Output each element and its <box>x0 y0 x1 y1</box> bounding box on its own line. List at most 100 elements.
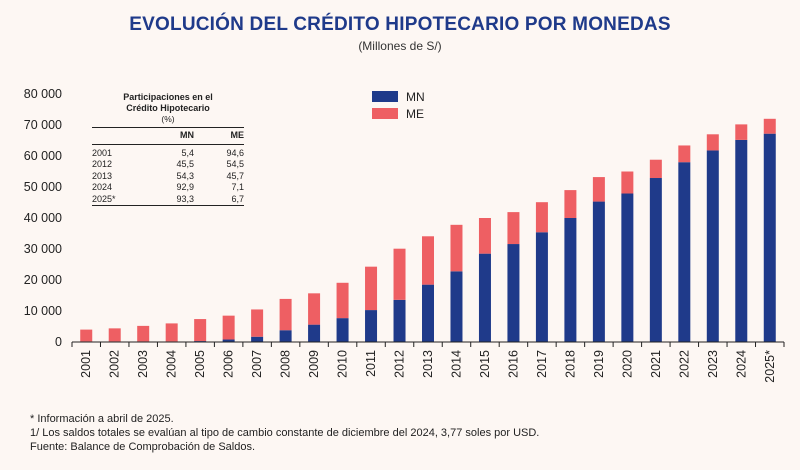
x-tick-label: 2016 <box>506 350 520 378</box>
bar-mn <box>336 318 349 342</box>
x-tick-label: 2014 <box>449 350 463 378</box>
x-tick-label: 2005 <box>193 350 207 378</box>
x-tick-label: 2010 <box>336 350 350 378</box>
participation-table: Participaciones en el Crédito Hipotecari… <box>92 92 244 206</box>
row-mn: 5,4 <box>181 147 194 158</box>
table-row: 2013 54,3 45,7 <box>92 171 244 183</box>
x-tick-label: 2007 <box>250 350 264 378</box>
inset-data-table: MN ME 2001 5,4 94,6 2012 45,5 54,5 2013 … <box>92 127 244 206</box>
bar-mn <box>564 218 577 342</box>
inset-header-year <box>92 128 144 145</box>
bar-me <box>507 212 520 245</box>
x-tick-label: 2008 <box>279 350 293 378</box>
bar-me <box>678 145 691 163</box>
bar-me <box>279 298 292 331</box>
inset-header-row: MN ME <box>92 127 245 145</box>
bar-mn <box>763 133 776 342</box>
x-tick-label: 2004 <box>165 350 179 378</box>
x-tick-label: 2012 <box>393 350 407 378</box>
bar-me <box>393 248 406 300</box>
row-mn: 92,9 <box>176 182 194 192</box>
y-tick-label: 80 000 <box>24 87 62 101</box>
bar-mn <box>621 193 634 342</box>
bar-me <box>222 315 235 340</box>
bar-mn <box>478 253 491 342</box>
row-year: 2013 <box>92 170 113 181</box>
table-row: 2025* 93,3 6,7 <box>92 193 244 206</box>
row-me: 7,1 <box>231 182 244 192</box>
x-tick-label: 2025* <box>763 350 777 383</box>
x-tick-label: 2001 <box>79 350 93 378</box>
y-tick-label: 60 000 <box>24 149 62 163</box>
x-tick-label: 2024 <box>734 350 748 378</box>
y-tick-label: 50 000 <box>24 180 62 194</box>
bar-mn <box>251 336 264 342</box>
inset-title-line2: Crédito Hipotecario <box>126 103 210 113</box>
inset-header-me: ME <box>230 130 245 140</box>
x-tick-label: 2009 <box>307 350 321 378</box>
inset-title-line1: Participaciones en el <box>123 92 213 102</box>
legend-swatch-me <box>372 108 398 119</box>
bar-me <box>478 218 491 254</box>
y-tick-label: 70 000 <box>24 118 62 132</box>
x-tick-label: 2019 <box>592 350 606 378</box>
footnote-asterisk: * Información a abril de 2025. <box>30 413 174 425</box>
x-tick-label: 2018 <box>563 350 577 378</box>
bar-me <box>108 328 121 342</box>
bar-mn <box>735 139 748 342</box>
bar-me <box>137 325 150 342</box>
table-row: 2001 5,4 94,6 <box>92 144 244 159</box>
bar-me <box>365 266 378 311</box>
row-me: 94,6 <box>226 147 244 158</box>
x-tick-label: 2023 <box>706 350 720 378</box>
footnote-exchange-rate: 1/ Los saldos totales se evalúan al tipo… <box>30 427 540 439</box>
x-tick-label: 2003 <box>136 350 150 378</box>
bar-me <box>621 171 634 194</box>
y-tick-label: 30 000 <box>24 242 62 256</box>
row-mn: 45,5 <box>176 159 194 169</box>
bar-me <box>308 293 321 325</box>
bar-mn <box>507 244 520 342</box>
bar-me <box>649 159 662 179</box>
bar-mn <box>279 330 292 342</box>
row-me: 6,7 <box>194 193 244 206</box>
row-mn: 93,3 <box>144 193 194 206</box>
bar-mn <box>592 201 605 342</box>
bar-me <box>80 329 93 342</box>
y-tick-label: 20 000 <box>24 273 62 287</box>
row-year: 2001 <box>92 147 113 158</box>
bar-me <box>592 177 605 202</box>
bar-me <box>194 319 207 342</box>
legend-item-me: ME <box>372 105 425 122</box>
bar-me <box>251 309 264 337</box>
legend-label-mn: MN <box>406 89 425 104</box>
chart-title: EVOLUCIÓN DEL CRÉDITO HIPOTECARIO POR MO… <box>129 14 671 35</box>
legend-label-me: ME <box>406 106 424 121</box>
x-tick-label: 2006 <box>222 350 236 378</box>
legend-item-mn: MN <box>372 88 425 105</box>
y-tick-label: 10 000 <box>24 304 62 318</box>
inset-header-mn: MN <box>180 130 194 140</box>
x-tick-label: 2002 <box>108 350 122 378</box>
bar-mn <box>649 178 662 342</box>
bar-mn <box>535 232 548 342</box>
footnote-source: Fuente: Balance de Comprobación de Saldo… <box>30 441 256 453</box>
row-year: 2012 <box>92 159 113 169</box>
x-tick-label: 2022 <box>677 350 691 378</box>
table-row: 2024 92,9 7,1 <box>92 182 244 194</box>
row-me: 45,7 <box>226 170 244 181</box>
row-year: 2025* <box>92 193 144 206</box>
bar-me <box>564 190 577 218</box>
x-tick-label: 2021 <box>649 350 663 378</box>
chart-subtitle: (Millones de S/) <box>358 39 442 53</box>
inset-unit: (%) <box>161 114 175 124</box>
row-me: 54,5 <box>226 159 244 169</box>
legend-swatch-mn <box>372 91 398 102</box>
row-year: 2024 <box>92 182 113 192</box>
x-tick-label: 2020 <box>620 350 634 378</box>
table-row: 2012 45,5 54,5 <box>92 159 244 171</box>
bar-mn <box>678 162 691 342</box>
chart-legend: MN ME <box>372 88 425 122</box>
bar-mn <box>450 271 463 342</box>
